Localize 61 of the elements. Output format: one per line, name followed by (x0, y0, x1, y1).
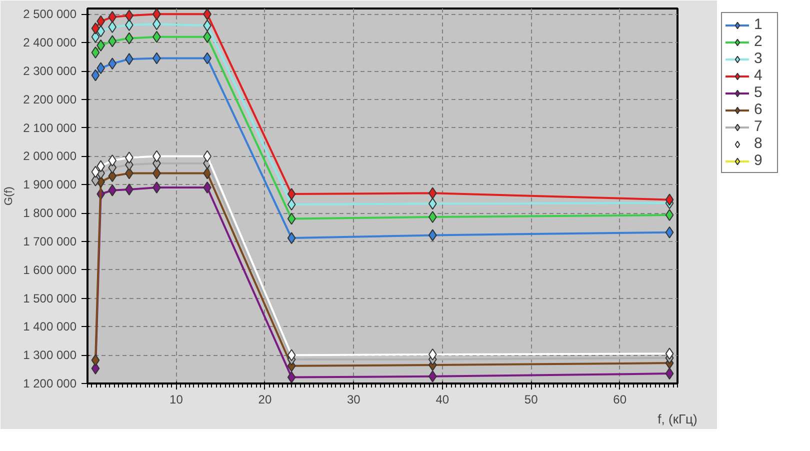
point (287, 198, 296, 211)
point (428, 187, 437, 200)
point (428, 348, 437, 361)
point (91, 69, 100, 82)
legend-label: 5 (754, 84, 764, 101)
point (287, 188, 296, 200)
x-tick-label: 60 (613, 392, 627, 406)
y-tick-label: 1 300 000 (23, 348, 77, 362)
point (428, 211, 437, 224)
point (108, 20, 117, 33)
point (91, 354, 100, 366)
point (665, 368, 674, 380)
y-tick-label: 1 500 000 (23, 291, 77, 306)
point (428, 198, 437, 210)
point (287, 232, 296, 244)
point (287, 349, 296, 362)
x-tick-label: 50 (524, 392, 538, 406)
point (152, 8, 161, 20)
y-axis-title: G(f) (3, 186, 16, 206)
x-tick-label: 40 (436, 392, 450, 406)
point (108, 154, 117, 166)
y-tick-label: 1 900 000 (23, 178, 77, 192)
point (108, 35, 117, 48)
point (665, 348, 674, 360)
legend-label: 3 (754, 50, 764, 67)
point (91, 166, 100, 178)
point (428, 229, 437, 242)
y-tick-label: 1 400 000 (23, 320, 77, 334)
y-tick-label: 1 600 000 (23, 262, 77, 277)
x-axis-title: f, (кГц) (658, 412, 698, 426)
point (91, 46, 100, 59)
y-tick-label: 2 300 000 (23, 64, 77, 78)
point (108, 58, 117, 70)
point (108, 11, 117, 24)
legend-label: 4 (754, 67, 764, 84)
x-tick-label: 20 (258, 392, 272, 406)
y-tick-label: 1 800 000 (23, 206, 77, 220)
point (665, 194, 674, 206)
point (665, 226, 674, 238)
legend-label: 9 (754, 152, 764, 169)
legend-label: 6 (754, 101, 764, 118)
y-tick-label: 2 500 000 (23, 7, 77, 22)
point (287, 212, 296, 225)
y-tick-label: 2 400 000 (23, 36, 77, 50)
point (428, 370, 437, 382)
y-tick-label: 1 700 000 (23, 234, 77, 248)
x-tick-label: 10 (170, 392, 184, 406)
y-tick-label: 2 200 000 (23, 92, 77, 106)
x-tick-label: 30 (346, 392, 361, 406)
legend-label: 8 (754, 135, 764, 152)
point (91, 22, 100, 34)
y-tick-label: 2 100 000 (23, 120, 77, 135)
legend-label: 2 (754, 33, 764, 50)
y-tick-label: 1 200 000 (23, 376, 77, 390)
legend-label: 7 (754, 118, 764, 135)
y-tick-label: 2 000 000 (23, 149, 77, 164)
point (287, 371, 296, 384)
legend-label: 1 (754, 16, 764, 33)
point (203, 8, 212, 20)
point (108, 184, 117, 196)
point (665, 209, 674, 222)
